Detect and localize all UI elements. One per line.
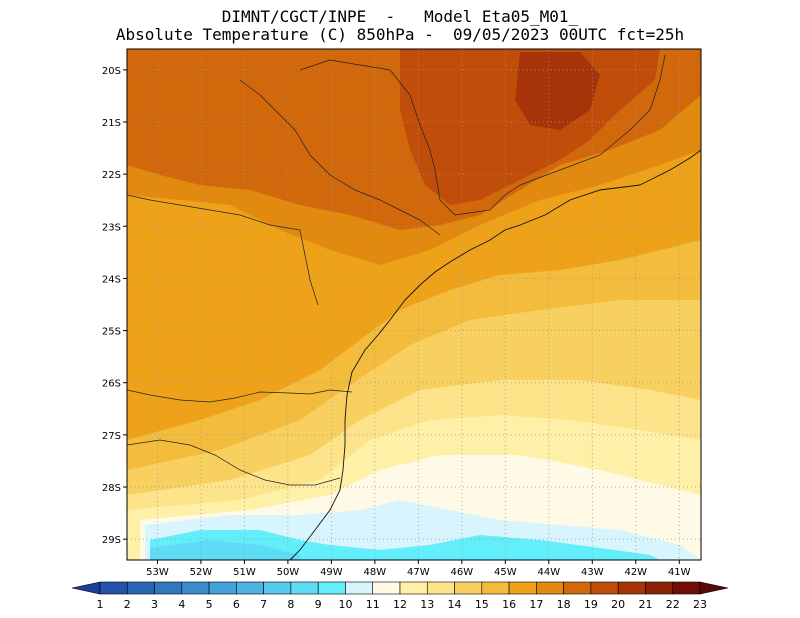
colorbar-label: 10: [338, 598, 352, 611]
lon-label: 41W: [668, 567, 691, 578]
lat-label: 28S: [102, 483, 121, 494]
colorbar-box: [181, 581, 210, 595]
region-cold-9: [150, 540, 300, 560]
lat-label: 27S: [102, 431, 121, 442]
colorbar-under-arrow: [71, 581, 101, 595]
colorbar-label: 21: [638, 598, 652, 611]
colorbar-box: [345, 581, 374, 595]
colorbar-label: 20: [611, 598, 625, 611]
colorbar-label: 13: [420, 598, 434, 611]
lat-label: 22S: [102, 170, 121, 181]
lat-label: 26S: [102, 379, 121, 390]
title-line-2: Absolute Temperature (C) 850hPa - 09/05/…: [115, 25, 685, 44]
lon-label: 43W: [581, 567, 604, 578]
colorbar-box: [672, 581, 701, 595]
border-sp-pr: [239, 79, 441, 236]
coastline: [289, 149, 702, 561]
colorbar-label: 17: [529, 598, 543, 611]
lat-label: 29S: [102, 535, 121, 546]
lon-label: 47W: [407, 567, 430, 578]
map-frame: [126, 48, 702, 561]
colorbar-label: 7: [260, 598, 267, 611]
region-hot-21: [515, 52, 600, 130]
title-line-1: DIMNT/CGCT/INPE - Model Eta05_M01_: [221, 7, 579, 26]
colorbar: 1 2 3 4 5 6 7 8 9 10 11 12 13 14 15 16 17 18 19 20 21 22 23: [71, 581, 729, 611]
colorbar-box: [99, 581, 128, 595]
colorbar-over-arrow: [699, 581, 729, 595]
colorbar-label: 9: [315, 598, 322, 611]
colorbar-box: [536, 581, 564, 595]
colorbar-box: [481, 581, 510, 595]
border-mg-sp: [299, 59, 521, 216]
colorbar-label: 3: [151, 598, 158, 611]
longitude-labels: 53W 52W 51W 50W 49W 48W 47W 46W 45W 44W 43W 42W 41W: [146, 560, 691, 578]
colorbar-label: 12: [393, 598, 407, 611]
lon-label: 52W: [190, 567, 213, 578]
temperature-field: [127, 49, 701, 560]
lat-label: 25S: [102, 327, 121, 338]
lon-label: 49W: [320, 567, 343, 578]
lon-label: 48W: [364, 567, 387, 578]
lat-label: 23S: [102, 222, 121, 233]
colorbar-label: 14: [448, 598, 462, 611]
colorbar-box: [563, 581, 592, 595]
latitude-labels: 20S 21S 22S 23S 24S 25S 26S 27S 28S 29S: [102, 66, 127, 546]
colorbar-box: [508, 581, 537, 595]
border-sc-rs: [126, 439, 341, 486]
colorbar-box: [645, 581, 674, 595]
lon-label: 42W: [624, 567, 647, 578]
colorbar-box: [126, 581, 155, 595]
colorbar-label: 1: [97, 598, 104, 611]
lon-label: 53W: [146, 567, 169, 578]
border-ms-pr: [126, 194, 319, 306]
colorbar-label: 15: [475, 598, 489, 611]
colorbar-label: 11: [366, 598, 380, 611]
state-borders: [126, 54, 702, 561]
colorbar-label: 22: [666, 598, 680, 611]
colorbar-box: [236, 581, 264, 595]
colorbar-box: [454, 581, 483, 595]
colorbar-box: [208, 581, 237, 595]
colorbar-label: 18: [557, 598, 571, 611]
colorbar-label: 8: [287, 598, 294, 611]
colorbar-box: [617, 581, 646, 595]
colorbar-box: [590, 581, 619, 595]
colorbar-label: 6: [233, 598, 240, 611]
colorbar-box: [290, 581, 319, 595]
border-pr-sc: [126, 389, 353, 403]
lat-label: 20S: [102, 66, 121, 77]
colorbar-label: 16: [502, 598, 516, 611]
colorbar-box: [372, 581, 401, 595]
colorbar-box: [399, 581, 428, 595]
colorbar-box: [426, 581, 455, 595]
lon-label: 45W: [494, 567, 517, 578]
lat-label: 24S: [102, 274, 121, 285]
lon-label: 46W: [451, 567, 474, 578]
colorbar-label: 23: [693, 598, 707, 611]
colorbar-box: [317, 581, 346, 595]
border-mg-rj: [519, 54, 666, 186]
colorbar-box: [154, 581, 183, 595]
colorbar-box: [263, 581, 292, 595]
colorbar-label: 19: [584, 598, 598, 611]
lon-label: 51W: [233, 567, 256, 578]
colorbar-label: 5: [206, 598, 213, 611]
colorbar-label: 4: [178, 598, 185, 611]
lat-label: 21S: [102, 118, 121, 129]
lon-label: 50W: [277, 567, 300, 578]
lon-label: 44W: [537, 567, 560, 578]
colorbar-label: 2: [124, 598, 131, 611]
